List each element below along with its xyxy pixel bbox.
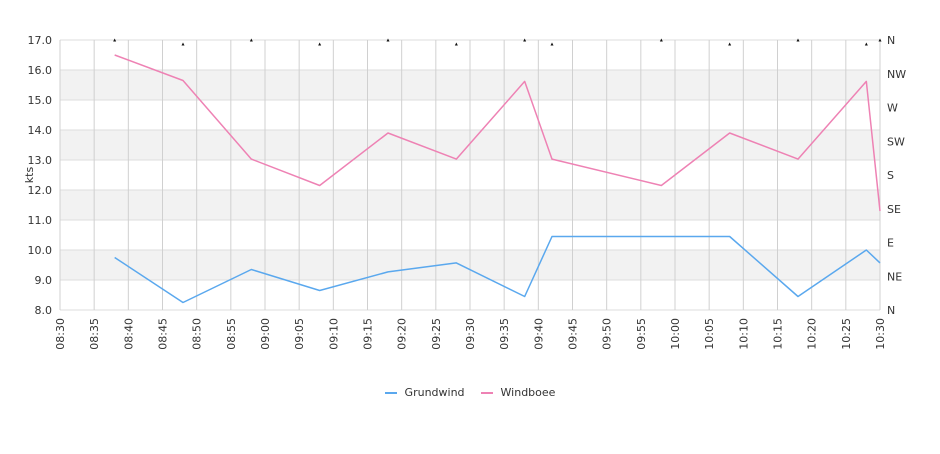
x-tick-label: 10:20 bbox=[806, 318, 819, 350]
legend-item-windboee[interactable]: Windboee bbox=[480, 386, 556, 399]
x-tick-label: 10:30 bbox=[874, 318, 887, 350]
series-line-grundwind bbox=[114, 235, 881, 304]
legend-swatch bbox=[480, 391, 493, 394]
direction-marker bbox=[864, 42, 868, 46]
y2-tick-label: N bbox=[887, 304, 895, 317]
y-tick-label: 13.0 bbox=[28, 154, 53, 167]
y-tick-label: 12.0 bbox=[28, 184, 53, 197]
direction-marker bbox=[386, 38, 390, 42]
legend-item-grundwind[interactable]: Grundwind bbox=[384, 386, 465, 399]
x-tick-label: 09:05 bbox=[293, 318, 306, 350]
direction-marker bbox=[659, 38, 663, 42]
y-tick-label: 17.0 bbox=[28, 34, 53, 47]
series-lines bbox=[114, 54, 881, 304]
x-tick-label: 08:30 bbox=[54, 318, 67, 350]
y-tick-label: 11.0 bbox=[28, 214, 53, 227]
x-tick-label: 09:50 bbox=[601, 318, 614, 350]
x-tick-label: 10:10 bbox=[737, 318, 750, 350]
x-tick-label: 10:25 bbox=[840, 318, 853, 350]
x-tick-label: 09:55 bbox=[635, 318, 648, 350]
legend-label: Windboee bbox=[500, 386, 556, 399]
legend-swatch bbox=[384, 391, 397, 394]
x-tick-label: 09:10 bbox=[327, 318, 340, 350]
series-line-windboee bbox=[114, 54, 881, 212]
direction-marker bbox=[113, 38, 117, 42]
y-tick-label: 16.0 bbox=[28, 64, 53, 77]
x-tick-label: 10:05 bbox=[703, 318, 716, 350]
y2-tick-label: S bbox=[887, 169, 894, 182]
y2-tick-label: W bbox=[887, 102, 898, 115]
chart-legend: Grundwind Windboee bbox=[0, 386, 940, 399]
x-tick-label: 09:30 bbox=[464, 318, 477, 350]
direction-marker bbox=[878, 38, 882, 42]
y-tick-label: 9.0 bbox=[35, 274, 53, 287]
x-tick-label: 08:40 bbox=[122, 318, 135, 350]
y2-tick-label: NE bbox=[887, 270, 902, 283]
y-tick-label: 10.0 bbox=[28, 244, 53, 257]
y-axis-label: kts bbox=[23, 167, 36, 184]
direction-marker bbox=[318, 42, 322, 46]
x-tick-label: 08:50 bbox=[191, 318, 204, 350]
x-tick-label: 09:35 bbox=[498, 318, 511, 350]
direction-marker bbox=[249, 38, 253, 42]
direction-markers bbox=[113, 38, 882, 46]
direction-marker bbox=[181, 42, 185, 46]
x-tick-label: 10:15 bbox=[772, 318, 785, 350]
direction-marker bbox=[523, 38, 527, 42]
axis-labels: 8.0 9.0 10.0 11.0 12.0 13.0 14.0 15.0 16.0 17.0 08… bbox=[23, 34, 906, 350]
x-tick-label: 09:25 bbox=[430, 318, 443, 350]
x-tick-label: 09:45 bbox=[567, 318, 580, 350]
x-tick-label: 08:45 bbox=[157, 318, 170, 350]
y-tick-label: 8.0 bbox=[35, 304, 53, 317]
y2-tick-label: E bbox=[887, 237, 894, 250]
x-tick-label: 08:55 bbox=[225, 318, 238, 350]
y2-tick-label: SE bbox=[887, 203, 901, 216]
y2-tick-label: NW bbox=[887, 68, 906, 81]
direction-marker bbox=[796, 38, 800, 42]
x-tick-label: 08:35 bbox=[88, 318, 101, 350]
legend-label: Grundwind bbox=[404, 386, 465, 399]
x-tick-label: 09:40 bbox=[532, 318, 545, 350]
x-tick-label: 09:15 bbox=[362, 318, 375, 350]
y-tick-label: 15.0 bbox=[28, 94, 53, 107]
x-tick-label: 09:20 bbox=[396, 318, 409, 350]
y-tick-label: 14.0 bbox=[28, 124, 53, 137]
y2-tick-label: N bbox=[887, 34, 895, 47]
direction-marker bbox=[550, 42, 554, 46]
x-tick-label: 10:00 bbox=[669, 318, 682, 350]
direction-marker bbox=[728, 42, 732, 46]
x-tick-label: 09:00 bbox=[259, 318, 272, 350]
y2-tick-label: SW bbox=[887, 135, 905, 148]
direction-marker bbox=[454, 42, 458, 46]
grid-lines bbox=[59, 39, 881, 311]
